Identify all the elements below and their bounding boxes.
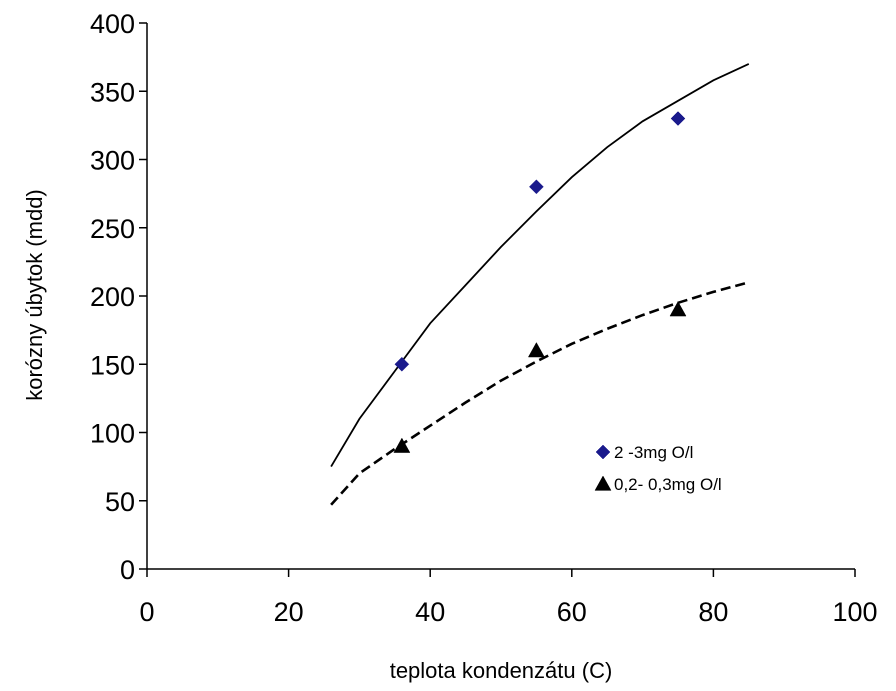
legend-label: 0,2- 0,3mg O/l — [614, 475, 722, 494]
legend: 2 -3mg O/l 0,2- 0,3mg O/l — [594, 443, 722, 494]
y-tick-label: 100 — [90, 419, 135, 449]
y-tick-label: 200 — [90, 282, 135, 312]
y-tick-label: 150 — [90, 350, 135, 380]
legend-triangle-icon — [594, 475, 612, 491]
trendline-solid — [330, 63, 750, 468]
data-point-diamond — [529, 179, 544, 195]
y-tick-label: 0 — [120, 555, 135, 585]
x-tick-label: 100 — [832, 597, 877, 627]
data-point-triangle — [527, 342, 545, 358]
x-tick-label: 20 — [274, 597, 304, 627]
trendlines — [330, 63, 750, 506]
data-point-diamond — [670, 111, 686, 126]
y-tick-label: 50 — [105, 487, 135, 517]
legend-diamond-icon — [595, 444, 611, 460]
data-point-triangle — [393, 437, 411, 453]
trendline-dashed — [330, 281, 750, 506]
y-tick-label: 300 — [90, 146, 135, 176]
x-tick-label: 60 — [557, 597, 587, 627]
x-axis-title: teplota kondenzátu (C) — [390, 658, 613, 683]
y-axis-title: korózny úbytok (mdd) — [22, 189, 47, 401]
y-tick-label: 350 — [90, 77, 135, 107]
y-tick-label: 250 — [90, 214, 135, 244]
x-tick-label: 40 — [415, 597, 445, 627]
x-tick-label: 80 — [698, 597, 728, 627]
data-points — [393, 111, 687, 453]
legend-label: 2 -3mg O/l — [614, 443, 693, 462]
data-point-triangle — [669, 301, 687, 317]
y-tick-label: 400 — [90, 9, 135, 39]
x-ticks: 0 20 40 60 80 100 — [139, 569, 878, 627]
y-ticks: 0 50 100 150 200 250 300 350 400 — [90, 9, 147, 585]
x-tick-label: 0 — [139, 597, 154, 627]
axes: 0 50 100 150 200 250 300 350 400 0 20 40 60 80 100 — [90, 9, 878, 627]
data-point-diamond — [394, 356, 410, 372]
